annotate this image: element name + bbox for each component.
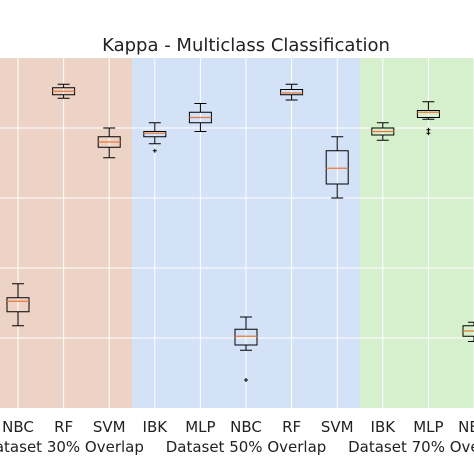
box-body [280, 89, 304, 96]
chart-title: Kappa - Multiclass Classification [102, 35, 390, 56]
outlier-1 [426, 127, 431, 132]
x-tick-label-0: NBC [2, 418, 34, 436]
box-body [325, 150, 349, 185]
x-tick-label-1: RF [54, 418, 73, 436]
box-body [6, 297, 30, 313]
x-tick-label-7: SVM [321, 418, 354, 436]
box-rf-6 [280, 83, 304, 101]
group-label-0: Dataset 30% Overlap [0, 438, 144, 456]
outlier-0 [152, 148, 157, 153]
x-tick-labels: NBC RF SVM IBK MLP NBC RF SVM IBK MLP NBC [2, 418, 474, 436]
group-bands [0, 58, 474, 408]
box-svm-7 [325, 136, 349, 199]
boxes [6, 83, 474, 382]
box-body [416, 110, 440, 118]
box-body [234, 328, 258, 346]
group-label-2: Dataset 70% Overlap [348, 438, 474, 456]
box-ibk-3 [143, 122, 167, 153]
x-tick-label-10: NBC [458, 418, 474, 436]
group-label-1: Dataset 50% Overlap [166, 438, 327, 456]
x-tick-label-5: NBC [230, 418, 262, 436]
box-mlp-4 [188, 103, 212, 132]
box-body [143, 131, 167, 138]
box-nbc-10 [462, 321, 474, 342]
group-labels: Dataset 30% Overlap Dataset 50% Overlap Da… [0, 438, 474, 456]
box-ibk-8 [371, 122, 395, 141]
box-nbc-5 [234, 316, 258, 382]
x-tick-label-9: MLP [413, 418, 443, 436]
gridlines [0, 58, 474, 408]
x-tick-label-2: SVM [93, 418, 126, 436]
box-svm-2 [97, 127, 121, 159]
x-tick-label-6: RF [282, 418, 301, 436]
box-mlp-9 [416, 101, 440, 136]
x-tick-label-4: MLP [185, 418, 215, 436]
x-tick-label-8: IBK [371, 418, 397, 436]
box-rf-1 [52, 83, 76, 99]
outlier-0 [426, 131, 431, 136]
box-nbc-0 [6, 283, 30, 327]
outlier-0 [244, 378, 248, 382]
x-tick-label-3: IBK [143, 418, 169, 436]
group-band-0 [0, 58, 132, 408]
